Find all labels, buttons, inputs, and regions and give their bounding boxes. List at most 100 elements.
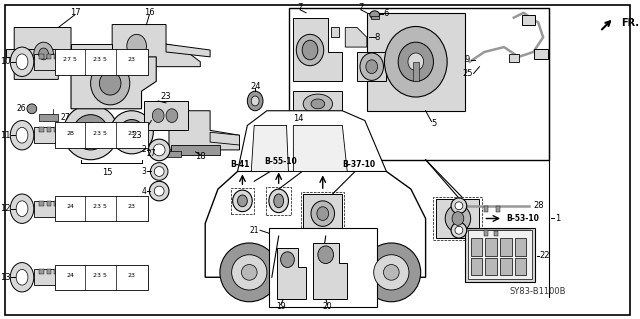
Bar bbox=[500, 258, 512, 275]
Polygon shape bbox=[145, 101, 188, 130]
Ellipse shape bbox=[296, 34, 324, 66]
Bar bbox=[515, 258, 527, 275]
Text: 20: 20 bbox=[323, 302, 332, 311]
Text: B-55-10: B-55-10 bbox=[264, 157, 297, 166]
Bar bbox=[465, 228, 535, 282]
Text: FR.: FR. bbox=[621, 18, 639, 27]
Polygon shape bbox=[34, 201, 91, 217]
Polygon shape bbox=[293, 125, 348, 172]
Ellipse shape bbox=[311, 99, 324, 109]
Text: 12: 12 bbox=[0, 204, 10, 213]
Ellipse shape bbox=[370, 11, 380, 19]
Ellipse shape bbox=[311, 201, 335, 226]
Text: 7: 7 bbox=[358, 4, 364, 12]
Bar bbox=[54, 127, 60, 132]
Text: B-53-10: B-53-10 bbox=[506, 214, 539, 223]
Bar bbox=[70, 201, 75, 206]
Ellipse shape bbox=[302, 40, 318, 60]
Ellipse shape bbox=[166, 109, 178, 122]
Text: 23 5: 23 5 bbox=[93, 273, 108, 278]
Ellipse shape bbox=[232, 255, 267, 290]
Text: 22: 22 bbox=[540, 251, 550, 260]
Bar bbox=[230, 188, 254, 214]
Bar bbox=[47, 201, 51, 206]
Text: 14: 14 bbox=[293, 114, 304, 123]
Ellipse shape bbox=[34, 42, 53, 66]
Polygon shape bbox=[161, 151, 180, 157]
Text: 23: 23 bbox=[128, 273, 136, 278]
Bar bbox=[55, 122, 148, 148]
Polygon shape bbox=[237, 111, 387, 172]
Ellipse shape bbox=[455, 202, 463, 210]
Ellipse shape bbox=[16, 54, 28, 70]
Ellipse shape bbox=[150, 163, 168, 180]
Polygon shape bbox=[252, 125, 289, 172]
Text: 24: 24 bbox=[66, 273, 74, 278]
Polygon shape bbox=[345, 27, 367, 47]
Ellipse shape bbox=[280, 252, 294, 267]
Ellipse shape bbox=[27, 104, 36, 114]
Polygon shape bbox=[276, 248, 306, 299]
Ellipse shape bbox=[10, 121, 34, 150]
Bar bbox=[484, 230, 488, 236]
Text: 23: 23 bbox=[131, 131, 141, 140]
Text: 23: 23 bbox=[161, 92, 172, 100]
Text: 3: 3 bbox=[141, 167, 147, 176]
Text: 27 5: 27 5 bbox=[63, 57, 77, 62]
Text: 19: 19 bbox=[276, 302, 285, 311]
Polygon shape bbox=[14, 27, 71, 79]
Text: 17: 17 bbox=[70, 8, 80, 17]
Text: 5: 5 bbox=[431, 119, 436, 128]
Polygon shape bbox=[357, 52, 387, 81]
Ellipse shape bbox=[149, 181, 169, 201]
Text: 16: 16 bbox=[144, 8, 155, 17]
Bar bbox=[54, 54, 60, 59]
Ellipse shape bbox=[38, 48, 49, 60]
Ellipse shape bbox=[110, 111, 154, 154]
Bar bbox=[38, 270, 44, 274]
Bar bbox=[485, 238, 497, 256]
Ellipse shape bbox=[318, 246, 333, 263]
Bar bbox=[62, 201, 67, 206]
Text: 25: 25 bbox=[462, 69, 472, 78]
Ellipse shape bbox=[274, 194, 284, 208]
Text: 24: 24 bbox=[250, 82, 260, 91]
Bar bbox=[38, 201, 44, 206]
Ellipse shape bbox=[445, 205, 470, 232]
Ellipse shape bbox=[91, 62, 130, 105]
Ellipse shape bbox=[10, 194, 34, 223]
Ellipse shape bbox=[152, 109, 164, 122]
Ellipse shape bbox=[247, 91, 263, 111]
Polygon shape bbox=[71, 57, 156, 109]
Text: 23 5: 23 5 bbox=[93, 204, 108, 209]
Bar bbox=[433, 197, 483, 240]
Text: 24: 24 bbox=[66, 204, 74, 209]
Bar bbox=[484, 206, 488, 211]
Polygon shape bbox=[205, 160, 426, 277]
Ellipse shape bbox=[237, 195, 247, 207]
Text: 15: 15 bbox=[102, 168, 113, 177]
Ellipse shape bbox=[317, 207, 328, 220]
Ellipse shape bbox=[252, 96, 259, 106]
Ellipse shape bbox=[303, 94, 333, 114]
Text: 26: 26 bbox=[17, 104, 26, 113]
Polygon shape bbox=[34, 54, 91, 70]
Polygon shape bbox=[112, 25, 200, 67]
Text: SY83-B1100B: SY83-B1100B bbox=[510, 287, 566, 296]
Bar bbox=[289, 8, 549, 160]
Bar bbox=[371, 16, 379, 19]
Polygon shape bbox=[293, 18, 342, 81]
Bar bbox=[78, 54, 83, 59]
Ellipse shape bbox=[451, 222, 467, 238]
Text: 23: 23 bbox=[128, 131, 136, 136]
Bar bbox=[494, 231, 498, 236]
Text: 13: 13 bbox=[0, 273, 10, 282]
Ellipse shape bbox=[374, 255, 409, 290]
Text: 27: 27 bbox=[147, 149, 156, 158]
Text: 23 5: 23 5 bbox=[93, 131, 108, 136]
Text: 9: 9 bbox=[465, 55, 470, 64]
Polygon shape bbox=[34, 270, 91, 285]
Text: 7: 7 bbox=[298, 4, 303, 12]
Bar bbox=[47, 54, 51, 59]
Ellipse shape bbox=[127, 34, 147, 58]
